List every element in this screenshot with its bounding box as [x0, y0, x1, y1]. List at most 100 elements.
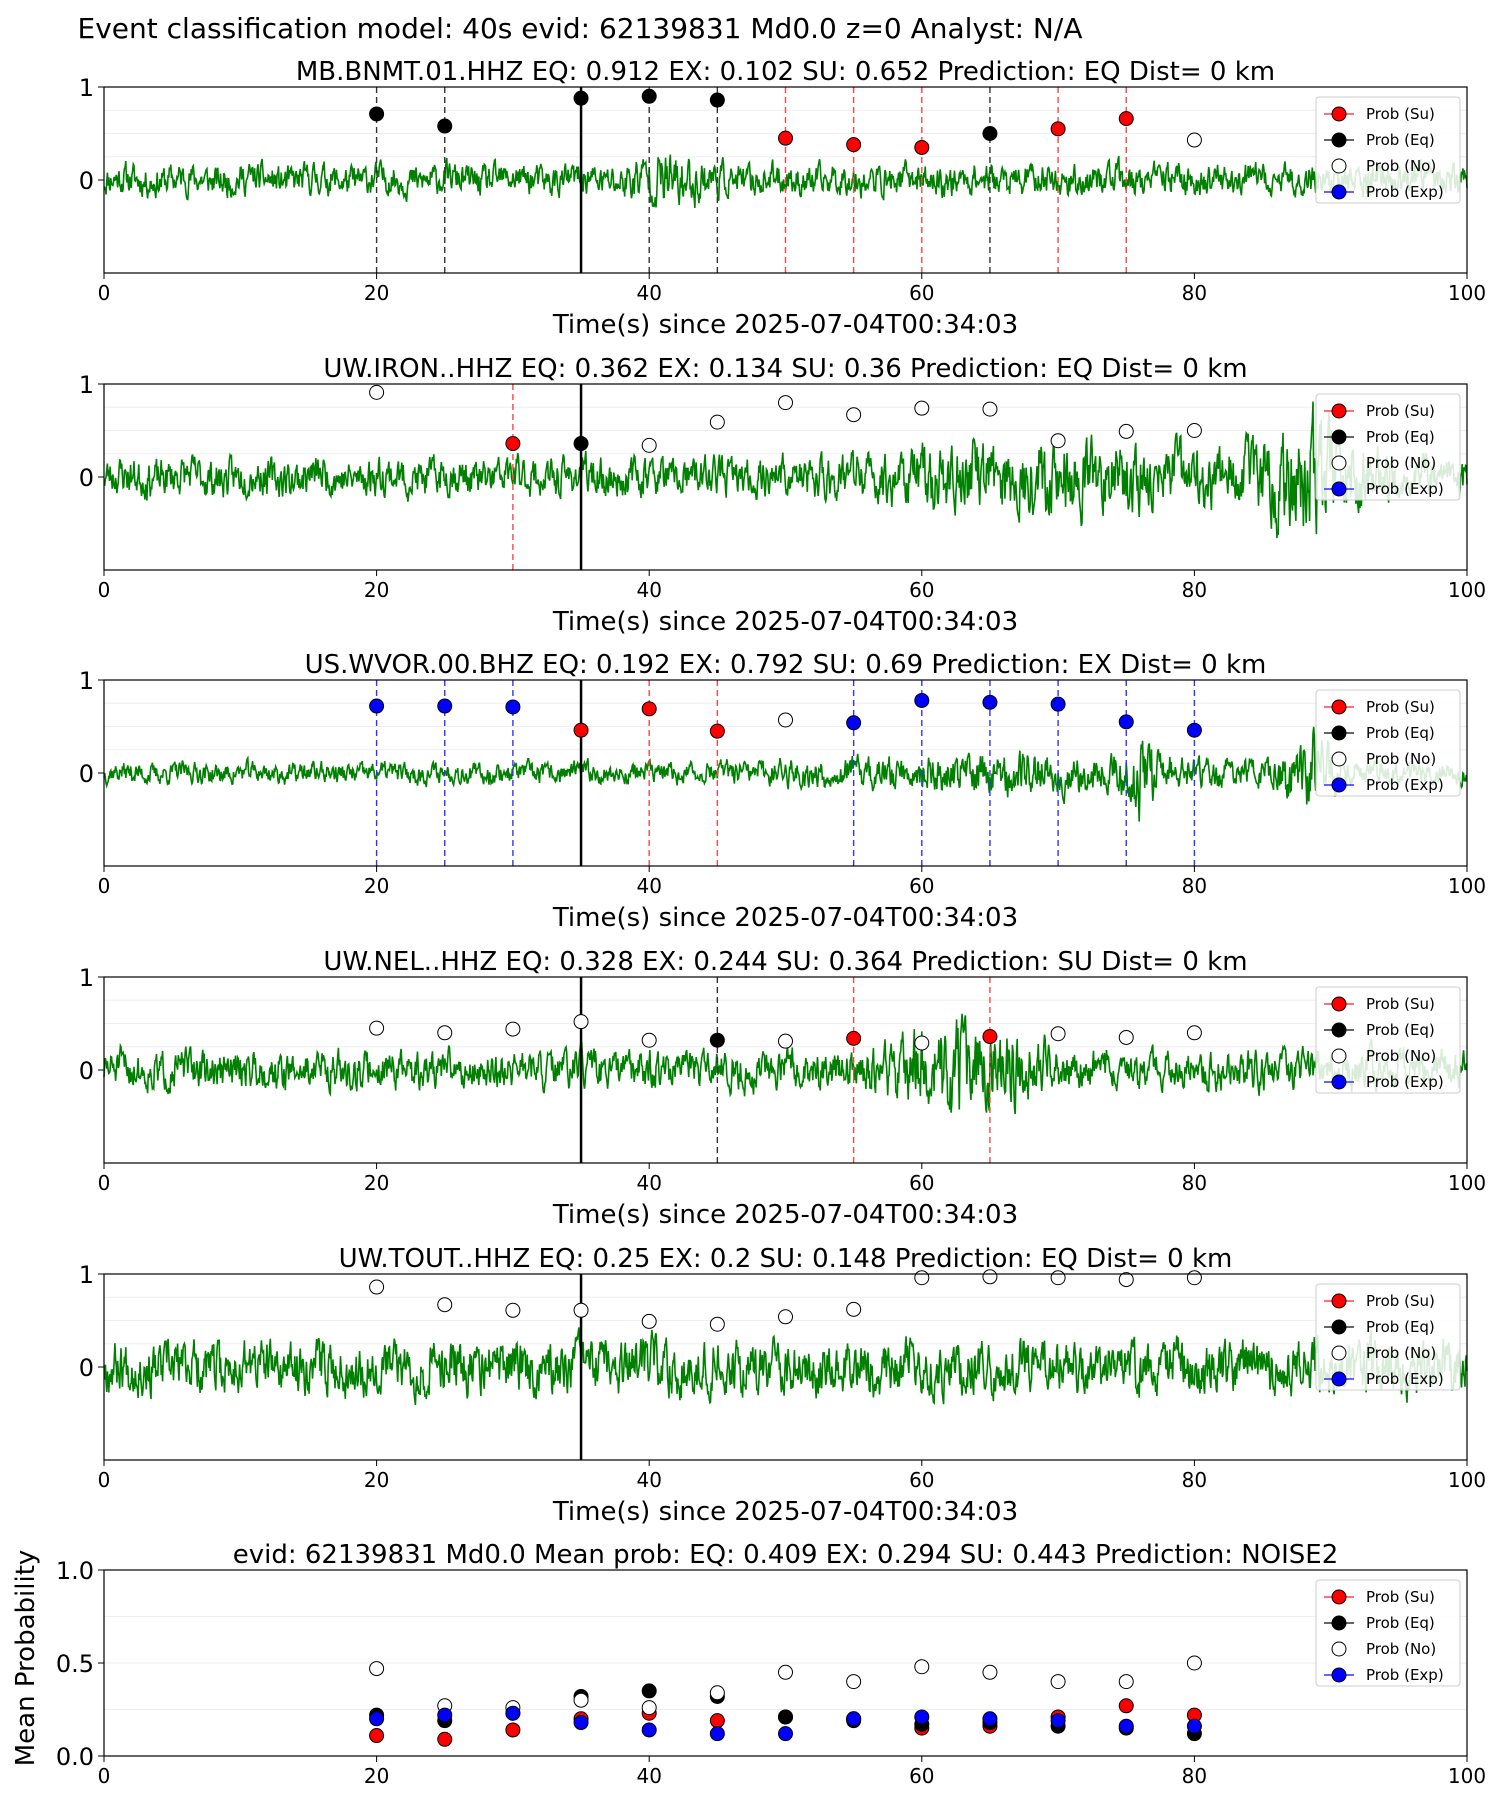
subplot-title: UW.IRON..HHZ EQ: 0.362 EX: 0.134 SU: 0.3… [323, 354, 1247, 384]
prob-point-su [1118, 111, 1134, 127]
mean-prob-point-exp [1186, 1718, 1202, 1734]
x-tick-label: 0 [98, 1171, 111, 1195]
y-tick-label: 1 [79, 74, 94, 102]
prob-point-exp [437, 698, 453, 714]
mean-prob-point-no [1118, 1674, 1134, 1690]
prob-point-eq [982, 126, 998, 141]
prob-point-no [1186, 423, 1202, 438]
prob-point-exp [1118, 714, 1134, 730]
legend-label: Prob (Exp) [1366, 776, 1444, 794]
x-tick-label: 100 [1448, 874, 1486, 898]
prob-point-exp [1186, 722, 1202, 738]
legend-label: Prob (Eq) [1366, 724, 1435, 742]
prob-point-no [914, 400, 930, 416]
mean-prob-point-exp [982, 1711, 998, 1727]
x-tick-label: 0 [98, 1764, 111, 1788]
y-tick-label: 1.0 [56, 1557, 94, 1585]
prob-point-su [914, 139, 930, 155]
prob-point-no [778, 395, 793, 411]
prob-point-eq [573, 90, 589, 106]
legend-label: Prob (No) [1366, 1344, 1436, 1362]
legend-marker-eq [1331, 1022, 1347, 1038]
prob-point-no [369, 1279, 385, 1295]
x-tick-label: 100 [1448, 1468, 1486, 1492]
legend-marker-su [1331, 1589, 1347, 1605]
x-tick-label: 40 [636, 1171, 661, 1195]
x-tick-label: 60 [909, 1764, 934, 1788]
x-axis-label: Time(s) since 2025-07-04T00:34:03 [552, 903, 1018, 933]
mean-prob-point-no [846, 1674, 862, 1690]
legend-label: Prob (Exp) [1366, 480, 1444, 498]
mean-prob-point-exp [505, 1705, 521, 1721]
prob-point-no [641, 1032, 657, 1048]
legend-marker-eq [1331, 429, 1347, 445]
prob-point-exp [846, 715, 862, 731]
prob-point-no [1050, 433, 1066, 449]
waveform-trace [103, 1327, 1468, 1406]
waveform-trace [103, 726, 1468, 822]
x-tick-label: 80 [1182, 1171, 1207, 1195]
mean-prob-point-eq [778, 1709, 793, 1725]
mean-prob-point-no [709, 1685, 725, 1701]
mean-prob-point-exp [709, 1726, 725, 1742]
legend-marker-exp [1331, 481, 1347, 497]
x-tick-label: 100 [1448, 1764, 1486, 1788]
mean-prob-point-su [505, 1722, 521, 1738]
prob-point-no [914, 1035, 930, 1051]
mean-prob-point-exp [1118, 1718, 1134, 1734]
y-tick-label: 1 [79, 667, 94, 695]
prob-point-exp [1050, 696, 1066, 712]
x-tick-label: 0 [98, 281, 111, 305]
prob-point-no [982, 401, 998, 417]
legend-label: Prob (Eq) [1366, 1318, 1435, 1336]
legend-label: Prob (Su) [1366, 698, 1435, 716]
prob-point-no [1050, 1270, 1066, 1286]
prob-point-no [1118, 423, 1134, 439]
prob-point-eq [641, 88, 657, 104]
prob-point-no [369, 384, 385, 400]
subplot-title: MB.BNMT.01.HHZ EQ: 0.912 EX: 0.102 SU: 0… [296, 57, 1275, 87]
prob-point-no [1118, 1029, 1134, 1045]
subplot-title: UW.TOUT..HHZ EQ: 0.25 EX: 0.2 SU: 0.148 … [339, 1244, 1233, 1274]
y-tick-label: 0 [79, 464, 94, 492]
subplot-title: evid: 62139831 Md0.0 Mean prob: EQ: 0.40… [233, 1540, 1339, 1570]
mean-prob-point-no [914, 1659, 930, 1675]
prob-point-eq [709, 92, 725, 108]
mean-prob-point-su [437, 1731, 453, 1747]
legend-label: Prob (Exp) [1366, 183, 1444, 201]
legend-marker-exp [1331, 184, 1347, 200]
prob-point-no [914, 1270, 930, 1286]
x-tick-label: 60 [909, 578, 934, 602]
x-axis-label: Time(s) since 2025-07-04T00:34:03 [552, 310, 1018, 340]
subplot-1: MB.BNMT.01.HHZ EQ: 0.912 EX: 0.102 SU: 0… [79, 57, 1486, 340]
legend-label: Prob (Su) [1366, 402, 1435, 420]
x-tick-label: 60 [909, 874, 934, 898]
prob-point-no [573, 1014, 589, 1030]
x-tick-label: 20 [364, 1468, 389, 1492]
legend-label: Prob (Eq) [1366, 1021, 1435, 1039]
legend-label: Prob (Eq) [1366, 428, 1435, 446]
x-tick-label: 80 [1182, 578, 1207, 602]
legend-marker-su [1331, 106, 1347, 122]
prob-point-no [778, 712, 793, 728]
prob-point-no [1186, 1025, 1202, 1041]
subplot-title: US.WVOR.00.BHZ EQ: 0.192 EX: 0.792 SU: 0… [305, 650, 1267, 680]
legend-label: Prob (Exp) [1366, 1370, 1444, 1388]
x-tick-label: 0 [98, 1468, 111, 1492]
mean-prob-point-exp [778, 1726, 793, 1742]
legend-box [1315, 393, 1461, 501]
x-tick-label: 40 [636, 1468, 661, 1492]
legend-marker-exp [1331, 777, 1347, 793]
x-tick-label: 100 [1448, 1171, 1486, 1195]
legend-box [1315, 986, 1461, 1094]
legend-marker-su [1331, 699, 1347, 715]
prob-point-su [846, 137, 862, 153]
subplot-6: evid: 62139831 Md0.0 Mean prob: EQ: 0.40… [11, 1540, 1486, 1788]
legend-label: Prob (Su) [1366, 1292, 1435, 1310]
prob-point-no [846, 407, 862, 423]
legend-marker-exp [1331, 1371, 1347, 1387]
mean-prob-point-exp [1050, 1713, 1066, 1729]
x-tick-label: 80 [1182, 1764, 1207, 1788]
mean-prob-point-no [778, 1664, 793, 1680]
